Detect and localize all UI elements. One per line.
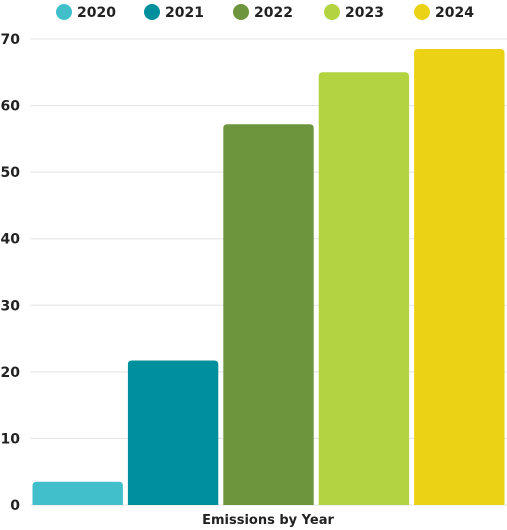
bar-2020 bbox=[32, 481, 123, 505]
y-tick-label: 50 bbox=[1, 165, 21, 181]
legend-marker bbox=[144, 4, 160, 20]
x-axis-label: Emissions by Year bbox=[202, 513, 334, 528]
legend-marker bbox=[324, 4, 340, 20]
legend-item-2022: 2022 bbox=[233, 4, 293, 21]
legend-label: 2024 bbox=[435, 5, 474, 21]
bar-2021 bbox=[127, 360, 219, 505]
bars bbox=[32, 48, 505, 506]
legend-item-2020: 2020 bbox=[56, 4, 116, 21]
legend-label: 2021 bbox=[165, 5, 204, 21]
legend-marker bbox=[233, 4, 249, 20]
legend-marker bbox=[414, 4, 430, 20]
y-tick-label: 60 bbox=[1, 99, 21, 115]
legend: 2020 2021 2022 2023 2024 bbox=[56, 4, 474, 21]
y-tick-label: 40 bbox=[1, 232, 21, 248]
legend-marker bbox=[56, 4, 72, 20]
bar-2022 bbox=[223, 124, 314, 505]
bar-2023 bbox=[318, 72, 410, 506]
y-tick-label: 10 bbox=[1, 431, 21, 447]
legend-label: 2020 bbox=[77, 5, 116, 21]
bar-2024 bbox=[414, 48, 505, 505]
legend-label: 2023 bbox=[345, 5, 384, 21]
legend-label: 2022 bbox=[254, 5, 293, 21]
y-tick-label: 20 bbox=[1, 365, 21, 381]
y-tick-label: 70 bbox=[1, 32, 21, 48]
y-tick-label: 0 bbox=[10, 498, 20, 514]
legend-item-2021: 2021 bbox=[144, 4, 204, 21]
y-tick-label: 30 bbox=[1, 298, 21, 314]
legend-item-2023: 2023 bbox=[324, 4, 384, 21]
legend-item-2024: 2024 bbox=[414, 4, 474, 21]
y-axis: 0 10 20 30 40 50 60 70 bbox=[1, 32, 21, 514]
